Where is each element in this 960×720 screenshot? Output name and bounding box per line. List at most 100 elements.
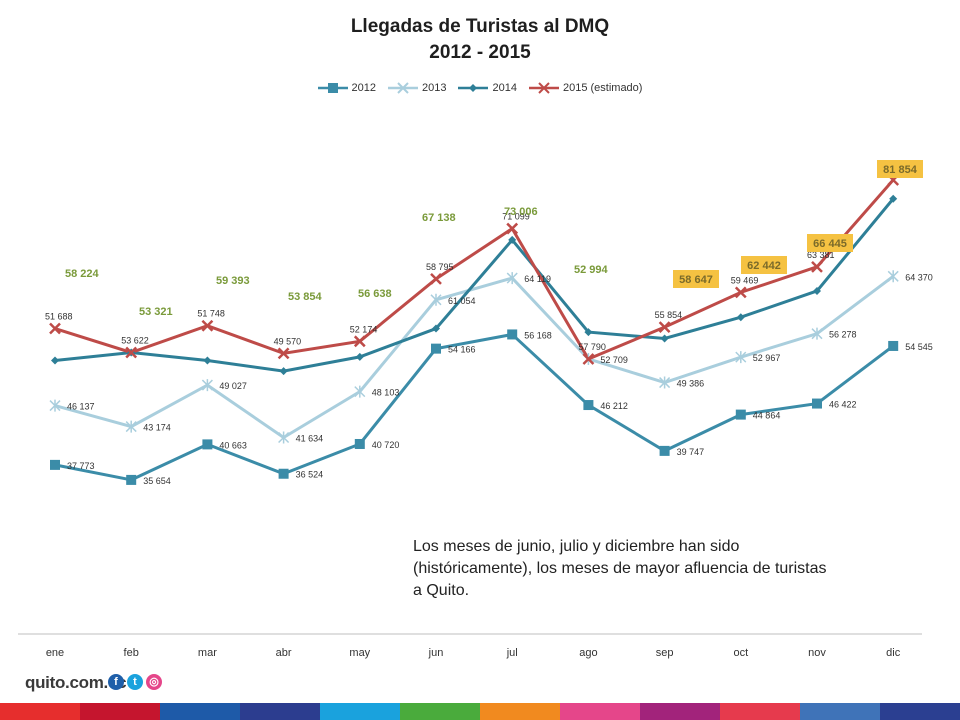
x-tick-label-nov: nov (808, 647, 826, 659)
legend-item-3: 2015 (estimado) (528, 82, 642, 94)
stripe-segment-6 (480, 703, 560, 720)
legend-item-1: 2013 (388, 82, 446, 94)
stripe-segment-4 (320, 703, 400, 720)
annotation-boxed-label-2: 66 445 (813, 238, 847, 250)
point-s0-11 (888, 340, 899, 351)
data-label-s1-2: 49 027 (219, 381, 247, 391)
facebook-icon[interactable]: f (108, 674, 124, 690)
chart-title: Llegadas de Turistas al DMQ (350, 16, 610, 37)
point-s0-4 (354, 438, 365, 449)
data-label-s1-7: 52 709 (600, 355, 628, 365)
data-label-s3-5: 58 795 (426, 262, 454, 272)
point-s0-1 (126, 474, 137, 485)
data-label-s0-7: 46 212 (600, 401, 628, 411)
point-s3-3 (277, 347, 290, 360)
point-s0-5 (431, 343, 441, 354)
annotation-green-5: 67 138 (422, 212, 456, 224)
x-tick-label-oct: oct (733, 647, 748, 659)
legend-swatch-0 (317, 83, 348, 93)
series-line-0 (54, 332, 895, 482)
data-label-s3-4: 52 174 (350, 324, 378, 334)
point-s1-0 (49, 399, 61, 412)
point-s0-7 (583, 400, 594, 411)
data-label-s1-8: 49 386 (677, 379, 705, 389)
data-label-s0-6: 56 168 (524, 330, 552, 340)
point-s1-2 (201, 379, 213, 392)
data-label-s1-4: 48 103 (372, 388, 400, 398)
annotation-boxed-label-1: 62 442 (747, 260, 781, 272)
footer-color-stripe (0, 703, 960, 720)
point-s2-0 (51, 356, 59, 365)
point-s3-10 (811, 260, 823, 273)
data-label-s3-0: 51 688 (45, 312, 73, 322)
stripe-segment-10 (800, 703, 880, 720)
point-s1-9 (735, 351, 747, 364)
point-s3-5 (430, 273, 442, 285)
legend-swatch-1 (388, 82, 418, 94)
point-s2-10 (813, 286, 821, 295)
point-s2-6 (508, 235, 517, 244)
data-label-s3-8: 55 854 (655, 310, 683, 320)
data-label-s1-6: 64 119 (524, 274, 551, 284)
annotation-box-2 (807, 234, 853, 252)
data-label-s1-1: 43 174 (143, 423, 171, 433)
stripe-segment-5 (400, 703, 480, 720)
data-label-s0-0: 37 773 (67, 461, 95, 471)
data-label-s1-5: 61 054 (448, 296, 476, 306)
data-label-s0-2: 40 663 (219, 440, 247, 450)
point-s2-5 (432, 324, 440, 333)
data-label-s3-1: 53 622 (121, 335, 149, 345)
legend-swatch-2 (458, 84, 489, 92)
stripe-segment-3 (240, 703, 320, 720)
annotation-green-1: 53 321 (139, 306, 173, 318)
series-line-3 (54, 178, 895, 361)
x-tick-label-dic: dic (886, 647, 901, 659)
annotation-green-4: 56 638 (358, 288, 392, 300)
legend-label-1: 2013 (422, 82, 447, 94)
data-label-s0-4: 40 720 (372, 440, 400, 450)
point-s0-3 (278, 468, 289, 479)
stripe-segment-1 (80, 703, 160, 720)
point-s2-3 (279, 367, 288, 376)
point-s3-9 (734, 286, 747, 299)
instagram-icon[interactable]: ◎ (146, 674, 162, 690)
data-label-s3-10: 63 381 (807, 250, 835, 260)
point-s1-11 (887, 270, 899, 283)
x-tick-label-sep: sep (656, 647, 674, 659)
stripe-segment-7 (560, 703, 640, 720)
data-label-s0-8: 39 747 (677, 447, 705, 457)
point-s1-8 (659, 376, 671, 389)
data-label-s0-1: 35 654 (143, 476, 171, 486)
x-tick-label-may: may (349, 647, 370, 659)
point-s1-6 (506, 272, 518, 285)
annotation-green-6: 73 006 (504, 206, 538, 218)
twitter-icon[interactable]: t (127, 674, 143, 690)
point-s2-7 (584, 328, 593, 337)
data-label-s1-11: 64 370 (905, 272, 933, 282)
data-label-s0-3: 36 524 (296, 470, 324, 480)
stripe-segment-9 (720, 703, 800, 720)
point-s1-10 (811, 327, 823, 340)
brand-logo-text: quito.com.ec (25, 673, 127, 692)
point-s3-4 (353, 335, 366, 348)
point-s2-2 (203, 356, 212, 365)
point-s0-0 (50, 459, 60, 470)
legend-swatch-3 (528, 82, 559, 94)
data-label-s3-3: 49 570 (274, 336, 302, 346)
x-tick-label-feb: feb (124, 647, 139, 659)
data-label-s0-9: 44 864 (753, 411, 781, 421)
point-s2-9 (736, 313, 745, 322)
stripe-segment-0 (0, 703, 80, 720)
point-s3-7 (582, 353, 595, 365)
annotation-boxed-label-3: 81 854 (883, 164, 918, 176)
x-tick-label-ene: ene (46, 647, 64, 659)
data-label-s3-6: 71 099 (502, 212, 530, 222)
point-s3-0 (49, 322, 61, 335)
point-s0-8 (659, 445, 670, 456)
point-s0-9 (735, 409, 746, 420)
x-tick-label-jul: jul (506, 647, 518, 659)
point-s0-2 (202, 439, 213, 450)
data-label-s1-3: 41 634 (296, 434, 324, 444)
series-line-1 (54, 275, 895, 440)
point-s3-1 (125, 346, 138, 359)
